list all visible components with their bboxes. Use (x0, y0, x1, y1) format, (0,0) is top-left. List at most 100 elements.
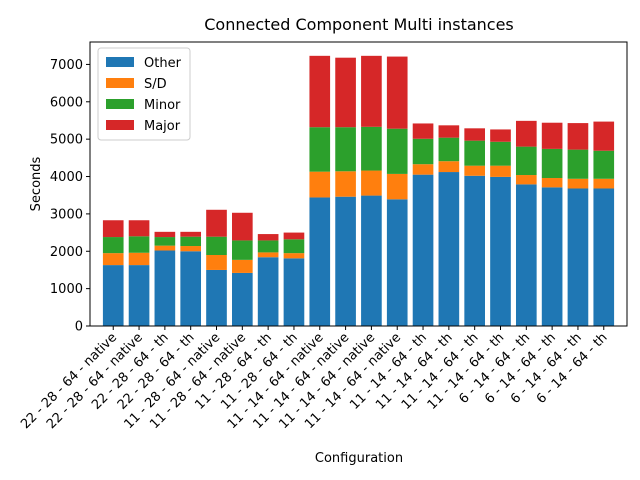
bar-other-2 (154, 250, 176, 326)
legend-swatch (106, 57, 134, 67)
bar-minor-9 (335, 127, 356, 172)
plot-frame (89, 41, 628, 327)
bar-minor-0 (102, 237, 124, 254)
bar-other-12 (412, 174, 434, 326)
bar-major-6 (257, 234, 279, 241)
legend: Other S/D Minor Major (97, 47, 191, 141)
bar-s-d-7 (283, 253, 305, 259)
bar-s-d-9 (335, 171, 356, 197)
bar-minor-4 (206, 236, 227, 255)
bar-minor-19 (593, 150, 615, 179)
bar-major-3 (180, 231, 202, 237)
bar-minor-12 (412, 138, 434, 165)
y-tick-label: 6000 (50, 95, 83, 110)
bar-other-0 (102, 265, 124, 326)
bar-minor-10 (361, 126, 382, 171)
bar-other-9 (335, 196, 356, 326)
bar-other-10 (361, 195, 382, 326)
bar-s-d-12 (412, 164, 434, 175)
bar-minor-3 (180, 236, 202, 247)
bar-major-17 (541, 122, 563, 149)
bar-minor-18 (567, 149, 589, 179)
bar-major-9 (335, 57, 356, 128)
bar-s-d-1 (128, 252, 150, 266)
legend-box (97, 47, 191, 141)
bar-minor-17 (541, 148, 563, 179)
bar-s-d-13 (438, 161, 460, 173)
bar-major-16 (515, 120, 537, 147)
bar-s-d-15 (490, 165, 511, 177)
bar-minor-6 (257, 240, 279, 253)
bar-other-15 (490, 176, 511, 326)
bar-other-13 (438, 172, 460, 326)
bar-other-8 (309, 197, 331, 326)
bar-other-14 (464, 175, 485, 326)
bar-major-13 (438, 125, 460, 138)
bar-s-d-2 (154, 245, 176, 251)
bar-minor-8 (309, 127, 331, 172)
bar-s-d-6 (257, 252, 279, 258)
bar-other-18 (567, 188, 589, 326)
bar-major-1 (128, 220, 150, 237)
y-tick-label: 5000 (50, 133, 83, 148)
bar-other-19 (593, 188, 615, 326)
bar-minor-2 (154, 237, 176, 246)
y-axis-label: Seconds (29, 156, 44, 211)
bar-minor-1 (128, 236, 150, 253)
bar-s-d-11 (386, 173, 408, 200)
bar-minor-11 (386, 128, 408, 174)
y-tick-label: 7000 (50, 58, 83, 73)
bar-other-11 (386, 199, 408, 326)
bar-s-d-19 (593, 178, 615, 189)
bar-s-d-16 (515, 175, 537, 185)
bar-other-3 (180, 251, 202, 326)
chart-title: Connected Component Multi instances (204, 15, 514, 34)
bar-other-16 (515, 184, 537, 326)
bar-major-8 (309, 55, 331, 128)
y-tick-label: 0 (75, 320, 83, 335)
bar-other-5 (232, 272, 253, 326)
bar-major-15 (490, 129, 511, 142)
bar-other-1 (128, 265, 150, 326)
bar-major-4 (206, 209, 227, 237)
bar-minor-7 (283, 239, 305, 254)
bar-major-7 (283, 232, 305, 240)
bar-major-5 (232, 212, 253, 241)
bar-s-d-18 (567, 178, 589, 189)
bar-minor-16 (515, 146, 537, 176)
legend-label: Other (144, 56, 182, 71)
legend-label: Minor (144, 98, 181, 113)
legend-label: Major (144, 119, 181, 134)
legend-swatch (106, 78, 134, 88)
bars-layer (102, 55, 615, 326)
legend-swatch (106, 120, 134, 130)
bar-s-d-17 (541, 178, 563, 188)
bar-major-10 (361, 55, 382, 127)
y-tick-label: 3000 (50, 207, 83, 222)
bar-major-2 (154, 231, 176, 238)
bar-major-0 (102, 220, 124, 238)
bar-major-11 (386, 56, 408, 129)
bar-other-6 (257, 257, 279, 326)
y-tick-label: 2000 (50, 245, 83, 260)
y-tick-label: 1000 (50, 282, 83, 297)
bar-minor-15 (490, 141, 511, 166)
bar-major-14 (464, 128, 485, 141)
bar-other-7 (283, 258, 305, 326)
bar-s-d-14 (464, 165, 485, 176)
bar-s-d-3 (180, 246, 202, 252)
bar-s-d-0 (102, 253, 124, 266)
bar-minor-13 (438, 137, 460, 162)
bar-major-19 (593, 121, 615, 151)
bar-s-d-5 (232, 259, 253, 273)
bar-other-17 (541, 187, 563, 326)
legend-swatch (106, 99, 134, 109)
x-axis-label: Configuration (315, 451, 403, 466)
y-axis: 0 1000 2000 3000 4000 5000 6000 7000 (50, 58, 90, 335)
bar-minor-5 (232, 240, 253, 260)
bar-s-d-10 (361, 170, 382, 196)
bar-other-4 (206, 269, 227, 326)
bar-s-d-8 (309, 171, 331, 198)
